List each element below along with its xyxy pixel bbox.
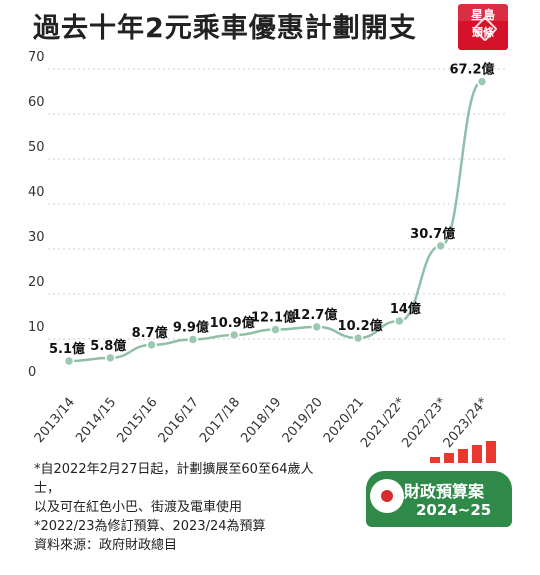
data-label: 8.7億 <box>132 325 168 341</box>
x-tick-label: 2013/14 <box>32 395 78 446</box>
y-tick-label: 60 <box>28 95 45 110</box>
x-tick-label: 2017/18 <box>197 395 243 446</box>
x-tick-label: 2014/15 <box>73 395 119 446</box>
x-tick-label: 2016/17 <box>156 395 202 446</box>
data-point <box>146 339 157 351</box>
x-tick-label: 2019/20 <box>280 395 326 446</box>
y-axis: 0 10 20 30 40 50 60 70 <box>28 50 45 380</box>
bauhinia-icon <box>370 479 404 513</box>
data-label: 9.9億 <box>173 319 209 335</box>
data-label: 10.2億 <box>338 318 383 334</box>
footnote-line: 以及可在紅色小巴、街渡及電車使用 <box>34 500 243 515</box>
footnote-line: *自2022年2月27日起，計劃擴展至60至64歲人 <box>34 462 314 477</box>
data-point <box>105 352 116 364</box>
y-tick-label: 0 <box>28 365 36 380</box>
data-label: 5.8億 <box>90 338 126 354</box>
data-point <box>476 76 488 87</box>
y-tick-label: 20 <box>28 275 45 290</box>
data-label: 67.2億 <box>449 62 494 78</box>
budget-badge: 財政預算案 2024~25 <box>366 441 512 527</box>
x-tick-label: 2015/16 <box>114 395 160 446</box>
data-label: 5.1億 <box>49 341 85 357</box>
data-point <box>394 315 405 327</box>
data-label: 10.9億 <box>210 315 255 331</box>
data-point <box>311 321 323 333</box>
x-tick-label: 2023/24* <box>441 395 492 451</box>
footnote-source: 資料來源：政府財政總目 <box>34 538 178 553</box>
badge-year: 2024~25 <box>416 501 492 519</box>
y-tick-label: 40 <box>28 185 45 200</box>
footnote-line: *2022/23為修訂預算、2023/24為預算 <box>34 519 266 534</box>
x-tick-label: 2018/19 <box>238 395 284 446</box>
x-axis: 2013/142014/152015/162016/172017/182018/… <box>32 395 492 451</box>
data-point <box>63 355 75 367</box>
y-tick-label: 70 <box>28 50 45 65</box>
data-label: 12.7億 <box>292 307 337 323</box>
footnote-line: 士， <box>34 481 61 496</box>
badge-title: 財政預算案 <box>404 482 485 501</box>
grid-lines <box>48 68 505 340</box>
footnotes: *自2022年2月27日起，計劃擴展至60至64歲人 士， 以及可在紅色小巴、街… <box>34 460 364 555</box>
data-label: 30.7億 <box>410 226 455 242</box>
data-label: 12.1億 <box>251 310 296 326</box>
brand-logo: 星島 頭條 <box>458 4 508 50</box>
y-tick-label: 30 <box>28 230 45 245</box>
data-point <box>228 329 240 341</box>
data-point <box>270 324 281 335</box>
data-label: 14億 <box>390 301 421 317</box>
chart-title: 過去十年2元乘車優惠計劃開支 <box>33 13 417 44</box>
y-tick-label: 50 <box>28 140 45 155</box>
data-point <box>352 332 364 344</box>
logo-text-2: 頭條 <box>472 26 494 39</box>
logo-text-1: 星島 <box>470 8 495 22</box>
data-point <box>187 334 199 345</box>
data-point <box>435 240 446 252</box>
series-layer <box>63 76 488 367</box>
y-tick-label: 10 <box>28 320 45 335</box>
